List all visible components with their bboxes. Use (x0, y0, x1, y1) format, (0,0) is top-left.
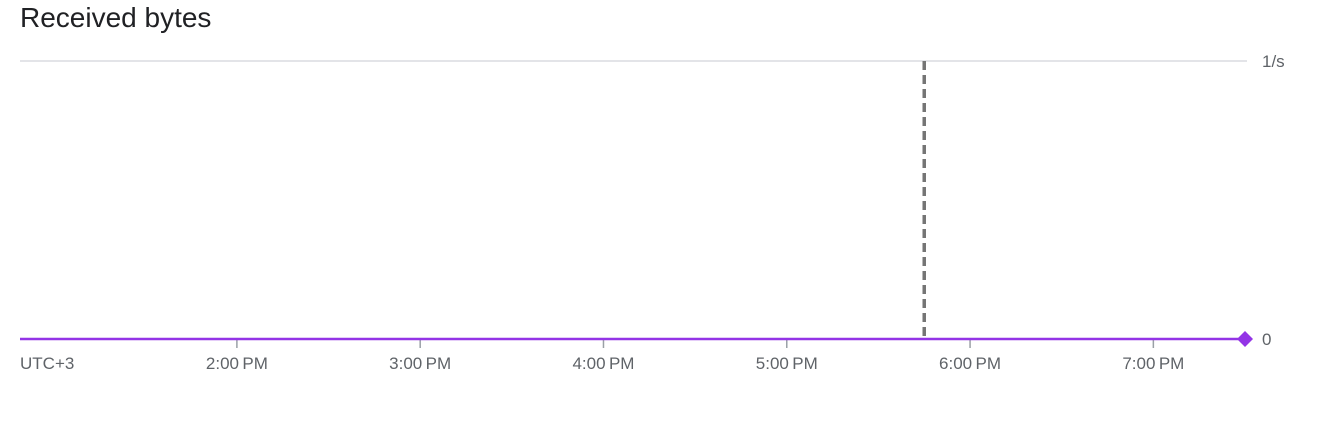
chart-title: Received bytes (20, 2, 212, 33)
timezone-label: UTC+3 (20, 354, 74, 373)
x-tick-label: 4:00 PM (572, 354, 634, 373)
y-tick-label: 1/s (1262, 52, 1285, 71)
x-tick-label: 3:00 PM (389, 354, 451, 373)
series-end-marker (1237, 331, 1253, 347)
x-tick-label: 6:00 PM (939, 354, 1001, 373)
x-tick-label: 5:00 PM (756, 354, 818, 373)
y-tick-label: 0 (1262, 330, 1271, 349)
x-tick-label: 2:00 PM (206, 354, 268, 373)
x-tick-label: 7:00 PM (1122, 354, 1184, 373)
